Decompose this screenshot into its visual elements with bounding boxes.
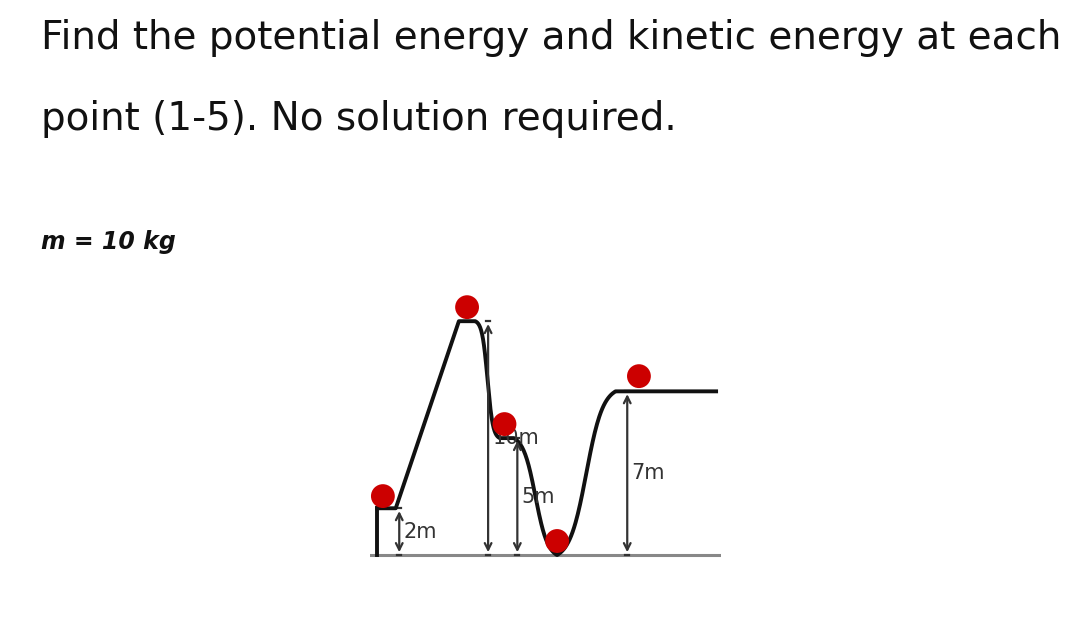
Text: 3: 3 [497, 414, 512, 434]
Text: m = 10 kg: m = 10 kg [41, 230, 176, 254]
Circle shape [494, 414, 515, 435]
Circle shape [373, 486, 393, 507]
Circle shape [457, 297, 477, 318]
Text: 1: 1 [376, 486, 390, 506]
Circle shape [546, 531, 568, 552]
Text: 5m: 5m [522, 486, 555, 506]
Text: point (1-5). No solution required.: point (1-5). No solution required. [41, 100, 677, 137]
Text: 10m: 10m [492, 428, 539, 448]
Text: 2m: 2m [404, 522, 437, 542]
Circle shape [629, 366, 649, 387]
Text: 2: 2 [460, 297, 474, 317]
Text: 5: 5 [632, 366, 646, 386]
Text: 7m: 7m [632, 463, 665, 483]
Text: 4: 4 [550, 531, 565, 551]
Text: Find the potential energy and kinetic energy at each: Find the potential energy and kinetic en… [41, 19, 1062, 57]
